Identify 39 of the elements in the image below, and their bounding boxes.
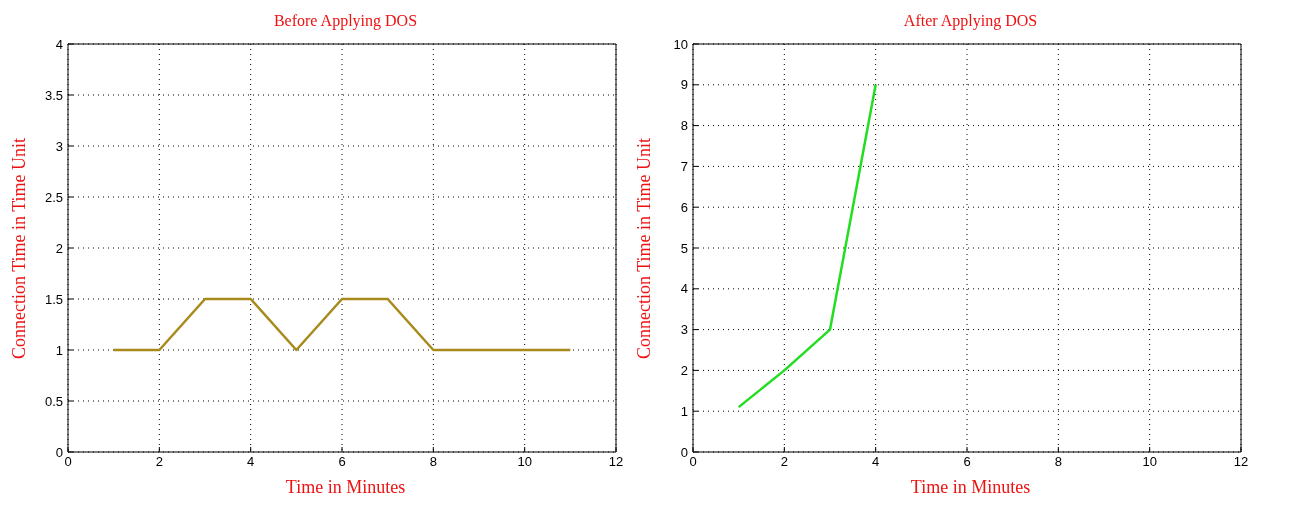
x-tick-label: 8: [1054, 454, 1062, 470]
y-tick-label: 5: [680, 240, 688, 256]
y-tick-label: 2.5: [44, 189, 63, 205]
y-tick-label: 6: [680, 199, 688, 215]
x-tick-label: 2: [780, 454, 788, 470]
chart-title: After Applying DOS: [902, 12, 1039, 30]
x-axis-title: Time in Minutes: [284, 477, 407, 498]
y-tick-label: 4: [680, 281, 688, 297]
y-tick-label: 0: [680, 444, 688, 460]
x-tick-label: 10: [517, 454, 532, 470]
y-tick-label: 1: [55, 342, 63, 358]
y-tick-label: 1.5: [44, 291, 63, 307]
y-axis-title: Connection Time in Time Unit: [9, 137, 31, 359]
x-axis-title: Time in Minutes: [909, 477, 1032, 498]
y-tick-label: 3: [55, 138, 63, 154]
x-tick-label: 12: [1233, 454, 1249, 470]
chart-title: Before Applying DOS: [272, 12, 419, 30]
y-tick-label: 7: [680, 159, 688, 175]
y-tick-label: 3.5: [44, 87, 63, 103]
x-tick-label: 4: [247, 454, 255, 470]
x-tick-label: 10: [1142, 454, 1157, 470]
x-tick-label: 6: [338, 454, 346, 470]
y-tick-label: 0: [55, 444, 63, 460]
x-tick-label: 12: [608, 454, 624, 470]
x-tick-label: 8: [429, 454, 437, 470]
y-tick-label: 2: [680, 363, 688, 379]
y-tick-label: 10: [673, 36, 688, 52]
y-tick-label: 4: [55, 36, 63, 52]
x-tick-label: 6: [963, 454, 971, 470]
y-axis-title: Connection Time in Time Unit: [634, 137, 656, 359]
line-series: [737, 83, 877, 409]
x-tick-label: 2: [155, 454, 163, 470]
y-tick-label: 1: [680, 403, 688, 419]
y-tick-label: 9: [680, 77, 688, 93]
y-tick-label: 2: [55, 240, 63, 256]
y-tick-label: 8: [680, 118, 688, 134]
x-tick-label: 4: [872, 454, 880, 470]
y-tick-label: 3: [680, 322, 688, 338]
y-tick-label: 0.5: [44, 393, 63, 409]
